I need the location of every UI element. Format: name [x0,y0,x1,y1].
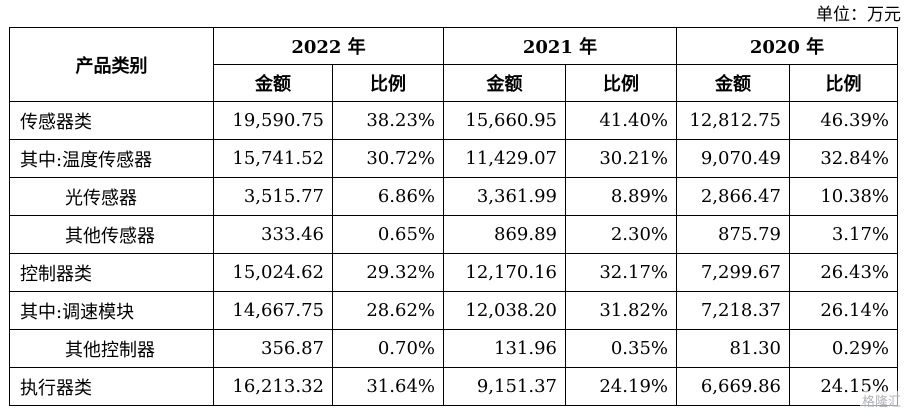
table-row: 控制器类 15,024.62 29.32% 12,170.16 32.17% 7,299.… [9,253,898,292]
table-row: 光传感器 3,515.77 6.86% 3,361.99 8.89% 2,866.47 10… [9,177,898,216]
cell-amount: 7,299.67 [676,253,790,292]
product-revenue-table: 产品类别 2022 年 2021 年 2020 年 金额 比例 金额 比例 金额… [9,27,898,406]
table-row: 执行器类 16,213.32 31.64% 9,151.37 24.19% 6,669.8… [9,367,898,406]
header-amount: 金额 [676,64,790,102]
cell-amount: 16,213.32 [213,367,333,406]
cell-amount: 7,218.37 [676,291,790,330]
cell-ratio: 2.30% [565,215,677,254]
table-row: 传感器类 19,590.75 38.23% 15,660.95 41.40% 12,812… [9,101,898,140]
cell-amount: 9,070.49 [676,139,790,178]
row-category: 传感器类 [9,101,214,140]
unit-label: 单位：万元 [816,5,901,25]
row-category: 其他传感器 [9,215,214,254]
cell-amount: 14,667.75 [213,291,333,330]
cell-ratio: 32.17% [565,253,677,292]
header-ratio: 比例 [789,64,898,102]
cell-ratio: 10.38% [789,177,898,216]
cell-ratio: 38.23% [332,101,444,140]
cell-amount: 6,669.86 [676,367,790,406]
cell-ratio: 26.14% [789,291,898,330]
cell-ratio: 31.82% [565,291,677,330]
cell-amount: 875.79 [676,215,790,254]
cell-amount: 869.89 [443,215,566,254]
table-row: 其他传感器 333.46 0.65% 869.89 2.30% 875.79 3.17% [9,215,898,254]
header-amount: 金额 [443,64,566,102]
cell-ratio: 30.72% [332,139,444,178]
cell-ratio: 8.89% [565,177,677,216]
header-year-2021: 2021 年 [443,27,677,65]
header-ratio: 比例 [332,64,444,102]
cell-ratio: 31.64% [332,367,444,406]
table-body: 传感器类 19,590.75 38.23% 15,660.95 41.40% 12,812… [9,101,898,406]
table-row: 其他控制器 356.87 0.70% 131.96 0.35% 81.30 0.29% [9,329,898,368]
row-category: 执行器类 [9,367,214,406]
row-category: 光传感器 [9,177,214,216]
cell-ratio: 28.62% [332,291,444,330]
cell-amount: 333.46 [213,215,333,254]
cell-amount: 11,429.07 [443,139,566,178]
cell-ratio: 46.39% [789,101,898,140]
cell-ratio: 24.19% [565,367,677,406]
cell-amount: 12,170.16 [443,253,566,292]
cell-amount: 15,660.95 [443,101,566,140]
header-year-2020: 2020 年 [676,27,898,65]
cell-ratio: 29.32% [332,253,444,292]
header-row-metrics: 金额 比例 金额 比例 金额 比例 [10,64,898,102]
cell-ratio: 3.17% [789,215,898,254]
header-category: 产品类别 [9,27,214,102]
cell-amount: 356.87 [213,329,333,368]
table-row: 其中:温度传感器 15,741.52 30.72% 11,429.07 30.21% 9,… [9,139,898,178]
row-category: 其中:温度传感器 [9,139,214,178]
cell-amount: 81.30 [676,329,790,368]
cell-ratio: 32.84% [789,139,898,178]
header-amount: 金额 [213,64,333,102]
cell-amount: 2,866.47 [676,177,790,216]
cell-amount: 15,741.52 [213,139,333,178]
header-ratio: 比例 [565,64,677,102]
cell-ratio: 0.70% [332,329,444,368]
cell-amount: 12,038.20 [443,291,566,330]
cell-amount: 19,590.75 [213,101,333,140]
cell-amount: 3,515.77 [213,177,333,216]
cell-amount: 3,361.99 [443,177,566,216]
cell-amount: 12,812.75 [676,101,790,140]
cell-ratio: 30.21% [565,139,677,178]
header-row-years: 产品类别 2022 年 2021 年 2020 年 [9,27,898,102]
table-row: 其中:调速模块 14,667.75 28.62% 12,038.20 31.82% 7,2… [9,291,898,330]
cell-ratio: 0.65% [332,215,444,254]
row-category: 其他控制器 [9,329,214,368]
cell-amount: 131.96 [443,329,566,368]
cell-ratio: 0.29% [789,329,898,368]
watermark-logo: 格隆汇 [859,391,903,410]
row-category: 控制器类 [9,253,214,292]
cell-ratio: 41.40% [565,101,677,140]
cell-ratio: 6.86% [332,177,444,216]
cell-amount: 15,024.62 [213,253,333,292]
header-year-2022: 2022 年 [213,27,444,65]
row-category: 其中:调速模块 [9,291,214,330]
cell-ratio: 0.35% [565,329,677,368]
cell-amount: 9,151.37 [443,367,566,406]
cell-ratio: 26.43% [789,253,898,292]
